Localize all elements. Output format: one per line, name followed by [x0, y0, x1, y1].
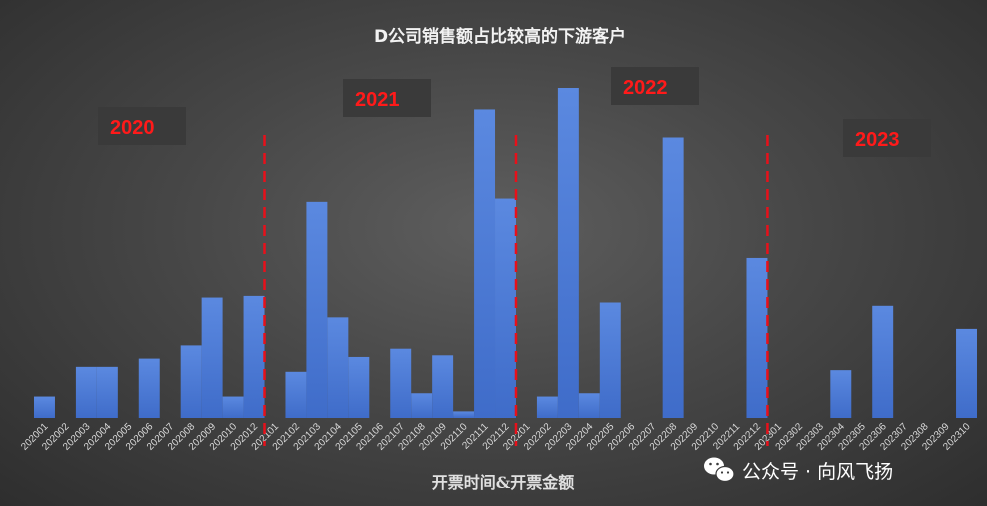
year-label-2023-text: 2023 [855, 129, 900, 151]
bar-202103 [306, 202, 327, 418]
bar-202006 [139, 359, 160, 418]
bar-202208 [663, 138, 684, 419]
bar-202203 [558, 88, 579, 418]
year-label-2020: 2020 [98, 107, 186, 145]
bar-202009 [202, 298, 223, 418]
watermark-text: 公众号 · 向风飞扬 [742, 461, 893, 483]
bar-202111 [474, 109, 495, 418]
bar-202204 [579, 393, 600, 418]
bar-202008 [181, 345, 202, 418]
year-label-2021: 2021 [343, 79, 431, 117]
bar-202105 [348, 357, 369, 418]
bar-202107 [390, 349, 411, 418]
year-label-2021-text: 2021 [355, 89, 400, 111]
bar-202306 [872, 306, 893, 418]
bar-202205 [600, 303, 621, 419]
bar-202004 [97, 367, 118, 418]
year-label-2022-text: 2022 [623, 77, 668, 99]
bar-202012 [244, 296, 265, 418]
year-label-2023: 2023 [843, 119, 931, 157]
bar-202202 [537, 397, 558, 418]
year-label-2022: 2022 [611, 67, 699, 105]
bar-202001 [34, 397, 55, 418]
chart-title: D公司销售额占比较高的下游客户 [374, 26, 626, 47]
bar-202010 [223, 397, 244, 418]
x-axis-title: 开票时间&开票金额 [432, 473, 574, 492]
bar-202109 [432, 355, 453, 418]
bar-202108 [411, 393, 432, 418]
x-tick-labels: 2020012020022020032020042020052020062020… [19, 421, 973, 453]
bar-202212 [746, 258, 767, 418]
bar-202110 [453, 411, 474, 418]
bar-202304 [830, 370, 851, 418]
bar-202104 [327, 317, 348, 418]
year-label-2020-text: 2020 [110, 117, 155, 139]
bar-202102 [285, 372, 306, 418]
wechat-icon [704, 458, 734, 482]
bar-202310 [956, 329, 977, 418]
bar-202112 [495, 199, 516, 418]
bar-202003 [76, 367, 97, 418]
watermark: 公众号 · 向风飞扬 [704, 458, 893, 484]
